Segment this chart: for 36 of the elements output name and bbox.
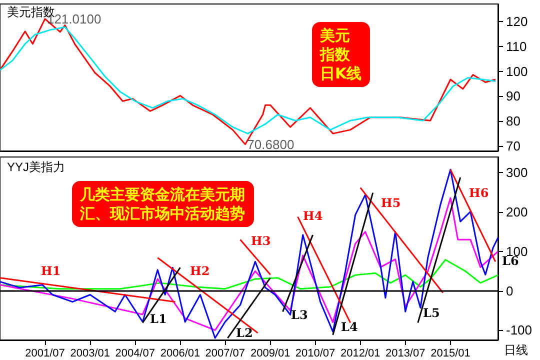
x-tick-label: 2010/07 (295, 348, 336, 360)
annotation: L1 (150, 312, 167, 326)
x-tick-label: 2013/07 (385, 348, 426, 360)
annotation: H6 (469, 186, 489, 200)
annotation: L4 (341, 320, 358, 334)
annotation: L2 (236, 326, 253, 340)
annotation: L3 (291, 308, 308, 322)
y-tick-label: 0 (506, 283, 514, 298)
annotation: 美元指数日K线 (319, 26, 362, 82)
y-tick-label: 70 (506, 138, 520, 154)
x-tick-label: 2001/07 (25, 348, 65, 360)
annotation: H5 (381, 196, 401, 210)
annotation: 几类主要资金流在美元期汇、现汇市场中活动趋势 (79, 186, 245, 222)
x-tick-label: 2009/01 (250, 348, 290, 360)
annotation: H3 (251, 234, 271, 248)
annotation: 70.6800 (247, 136, 294, 152)
x-axis-title: 日线 (504, 343, 528, 357)
x-tick-label: 2015/01 (430, 348, 470, 360)
annotation: H4 (303, 209, 323, 223)
y-tick-label: 110 (506, 38, 527, 54)
x-tick-label: 2012/01 (340, 348, 380, 360)
annotation: H1 (41, 264, 61, 278)
y-tick-label: 200 (506, 204, 528, 220)
x-tick-label: 2006/01 (160, 348, 200, 360)
chart-title: YYJ美指力 (7, 160, 66, 174)
y-tick-label: -100 (506, 322, 532, 338)
annotation: L5 (423, 306, 440, 320)
y-tick-label: 90 (506, 88, 520, 104)
x-tick-label: 2003/01 (70, 348, 110, 360)
annotation: H2 (190, 264, 210, 278)
x-tick-label: 2004/07 (115, 348, 155, 360)
y-tick-label: 80 (506, 114, 520, 129)
y-tick-label: 300 (506, 165, 528, 180)
y-tick-label: 100 (506, 64, 528, 79)
x-tick-label: 2007/07 (205, 348, 245, 360)
y-tick-label: 120 (506, 14, 528, 29)
